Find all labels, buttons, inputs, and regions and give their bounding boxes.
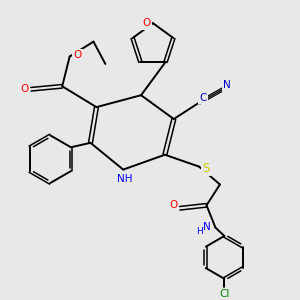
Text: N: N <box>203 222 211 232</box>
Text: O: O <box>20 84 28 94</box>
Text: C: C <box>199 93 207 103</box>
Text: O: O <box>169 200 177 210</box>
Text: S: S <box>202 162 209 175</box>
Text: N: N <box>223 80 231 90</box>
Text: O: O <box>73 50 81 60</box>
Text: Cl: Cl <box>219 289 230 299</box>
Text: NH: NH <box>117 174 133 184</box>
Text: H: H <box>196 227 202 236</box>
Text: O: O <box>142 18 151 28</box>
